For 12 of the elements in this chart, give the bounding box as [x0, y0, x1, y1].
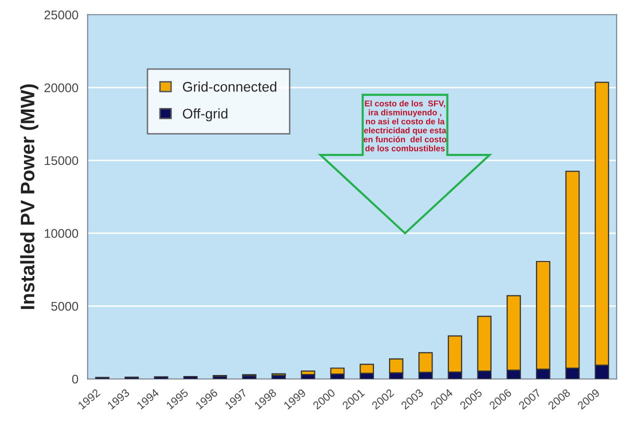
bar	[330, 368, 345, 375]
y-tick-label: 0	[72, 374, 78, 384]
y-tick-label: 20000	[44, 83, 78, 92]
bar	[300, 370, 316, 376]
y-tick-label: 25000	[44, 10, 78, 20]
legend-label: Off-grid	[182, 108, 228, 122]
legend-label: Grid-connected	[182, 82, 276, 92]
y-tick-label: 15000	[44, 156, 78, 166]
annotation: El costo de los SFV, ira disminuyendo , no asi el costo de la electricidad que esta en función del costo de los combustibles	[364, 100, 446, 152]
y-tick-label: 10000	[44, 229, 78, 238]
y-axis-title: Installed PV Power (MW)	[20, 84, 38, 309]
y-tick-label: 5000	[51, 302, 78, 311]
